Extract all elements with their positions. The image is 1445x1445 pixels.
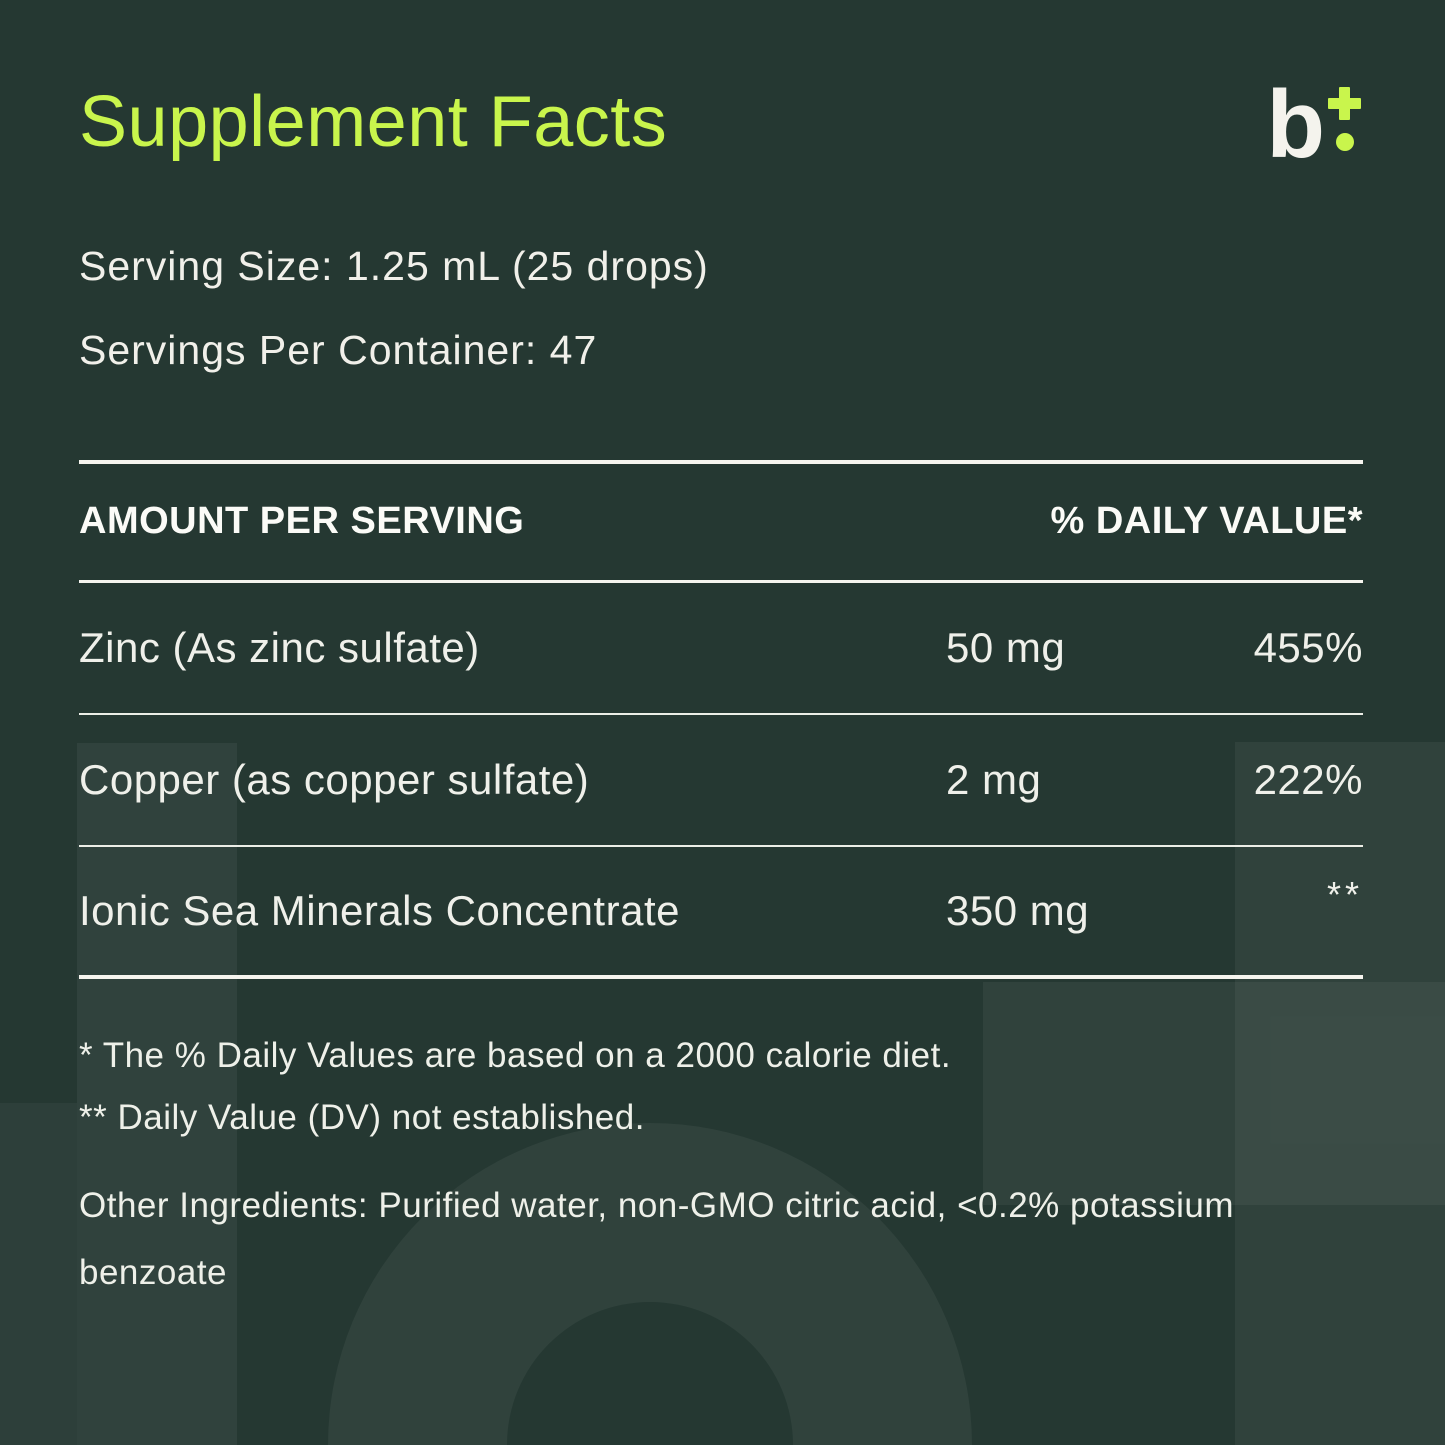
table-row: Ionic Sea Minerals Concentrate 350 mg **: [79, 847, 1363, 979]
table-header-row: AMOUNT PER SERVING % DAILY VALUE*: [79, 459, 1363, 583]
dot-icon: [1335, 133, 1354, 151]
table-row: Zinc (As zinc sulfate) 50 mg 455%: [79, 583, 1363, 715]
page-title: Supplement Facts: [79, 82, 668, 162]
nutrient-daily-value: 222%: [1253, 755, 1363, 803]
column-header-daily-value: % DAILY VALUE*: [1050, 500, 1363, 543]
footnotes: * The % Daily Values are based on a 2000…: [79, 1025, 1363, 1149]
nutrient-amount: 2 mg: [946, 755, 1042, 803]
footnote-dv-not-established: ** Daily Value (DV) not established.: [79, 1097, 645, 1137]
brand-logo: b: [1266, 71, 1361, 178]
brand-letter: b: [1266, 71, 1325, 178]
facts-table: AMOUNT PER SERVING % DAILY VALUE* Zinc (…: [79, 459, 1363, 979]
nutrient-daily-value: **: [1326, 873, 1363, 915]
servings-per-container-text: Servings Per Container: 47: [79, 326, 598, 373]
label-content: Supplement Facts b Serving Size: 1.25 mL…: [79, 0, 1363, 1292]
nutrient-daily-value: 455%: [1253, 623, 1363, 671]
serving-size-text: Serving Size: 1.25 mL (25 drops): [79, 242, 709, 289]
nutrient-name: Copper (as copper sulfate): [79, 755, 590, 803]
header: Supplement Facts b: [79, 0, 1363, 178]
nutrient-name: Zinc (As zinc sulfate): [79, 623, 480, 671]
other-ingredients-text: Other Ingredients: Purified water, non-G…: [79, 1185, 1235, 1292]
nutrient-name: Ionic Sea Minerals Concentrate: [79, 886, 680, 934]
table-row: Copper (as copper sulfate) 2 mg 222%: [79, 715, 1363, 847]
column-header-amount: AMOUNT PER SERVING: [79, 500, 525, 543]
footnote-daily-values: * The % Daily Values are based on a 2000…: [79, 1035, 952, 1075]
nutrient-amount: 350 mg: [946, 886, 1090, 934]
plus-icon: [1328, 87, 1361, 120]
nutrient-amount: 50 mg: [946, 623, 1066, 671]
